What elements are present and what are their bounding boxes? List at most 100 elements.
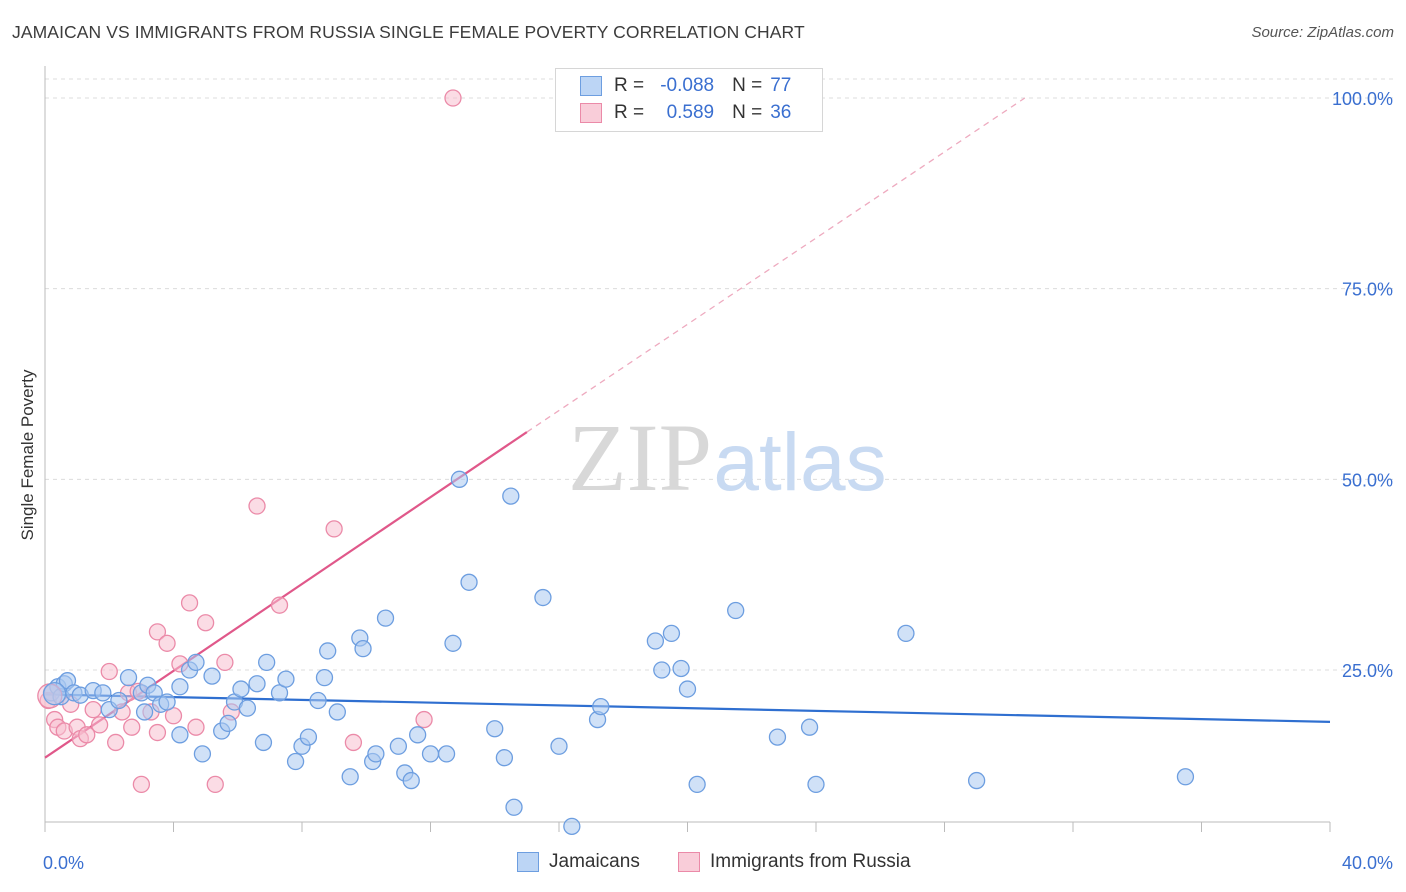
legend-swatch-pink bbox=[580, 103, 602, 123]
point-jamaicans bbox=[158, 693, 176, 711]
point-russia bbox=[444, 89, 462, 107]
point-jamaicans bbox=[688, 775, 706, 794]
data-points bbox=[37, 89, 1195, 835]
point-russia bbox=[196, 614, 215, 632]
point-jamaicans bbox=[232, 680, 250, 698]
point-russia bbox=[270, 596, 289, 614]
point-jamaicans bbox=[408, 726, 427, 744]
point-jamaicans bbox=[187, 653, 205, 672]
legend-r-value: 0.589 bbox=[666, 102, 715, 123]
x-tick-label-min: 0.0% bbox=[43, 853, 84, 873]
point-jamaicans bbox=[502, 487, 520, 505]
correlation-legend: R = -0.088 N = 77 R = 0.589 N = 36 bbox=[555, 68, 823, 132]
series-legend: Jamaicans Immigrants from Russia bbox=[0, 851, 1406, 877]
point-jamaicans bbox=[534, 588, 552, 607]
point-jamaicans bbox=[315, 668, 334, 687]
point-russia bbox=[148, 723, 167, 742]
point-jamaicans bbox=[450, 470, 469, 488]
point-jamaicans bbox=[328, 703, 346, 721]
point-jamaicans bbox=[727, 601, 745, 620]
point-russia bbox=[216, 653, 234, 672]
y-axis-label: Single Female Poverty bbox=[18, 369, 37, 541]
series-label-russia: Immigrants from Russia bbox=[710, 851, 911, 872]
point-jamaicans bbox=[807, 775, 825, 794]
point-jamaicans bbox=[505, 798, 523, 816]
point-jamaicans bbox=[219, 714, 237, 733]
point-jamaicans bbox=[437, 745, 456, 763]
watermark-atlas: atlas bbox=[713, 417, 886, 508]
point-jamaicans bbox=[286, 752, 305, 771]
point-russia bbox=[100, 662, 118, 681]
point-russia bbox=[132, 775, 151, 794]
point-jamaicans bbox=[341, 768, 359, 786]
point-jamaicans bbox=[495, 749, 514, 767]
y-tick-label: 100.0% bbox=[1332, 89, 1393, 109]
point-russia bbox=[107, 733, 125, 752]
gridlines bbox=[45, 78, 1395, 671]
point-jamaicans bbox=[563, 817, 581, 835]
point-jamaicans bbox=[678, 680, 697, 698]
point-jamaicans bbox=[897, 624, 915, 643]
point-jamaicans bbox=[354, 639, 372, 658]
legend-n-value: 36 bbox=[770, 102, 792, 123]
point-jamaicans bbox=[193, 745, 212, 763]
series-swatch-pink bbox=[678, 852, 700, 872]
point-russia bbox=[206, 775, 224, 794]
point-jamaicans bbox=[309, 691, 327, 710]
point-jamaicans bbox=[367, 745, 385, 763]
point-russia bbox=[148, 623, 167, 641]
point-jamaicans bbox=[277, 670, 295, 688]
point-jamaicans bbox=[203, 667, 221, 685]
point-jamaicans bbox=[258, 653, 276, 672]
point-jamaicans bbox=[768, 728, 787, 746]
point-jamaicans bbox=[94, 684, 112, 702]
point-russia bbox=[78, 726, 96, 744]
chart-title: JAMAICAN VS IMMIGRANTS FROM RUSSIA SINGL… bbox=[12, 22, 805, 42]
legend-n-value: 77 bbox=[770, 75, 792, 96]
point-jamaicans bbox=[486, 720, 504, 738]
point-jamaicans bbox=[646, 632, 665, 650]
point-jamaicans bbox=[376, 609, 395, 627]
point-russia bbox=[248, 497, 266, 515]
point-jamaicans bbox=[967, 771, 986, 790]
point-russia bbox=[84, 701, 102, 719]
x-tick-label-max: 40.0% bbox=[1342, 853, 1393, 873]
legend-n-label: N = bbox=[732, 75, 763, 96]
point-jamaicans bbox=[135, 703, 154, 721]
point-russia bbox=[187, 718, 205, 736]
point-jamaicans bbox=[171, 678, 189, 696]
point-jamaicans bbox=[402, 771, 420, 790]
series-legend-russia[interactable]: Immigrants from Russia bbox=[678, 851, 911, 873]
point-jamaicans bbox=[550, 737, 568, 755]
point-russia bbox=[123, 718, 141, 736]
point-russia bbox=[325, 520, 343, 538]
point-russia bbox=[90, 716, 109, 734]
watermark-zip: ZIP bbox=[568, 404, 712, 511]
point-jamaicans bbox=[653, 661, 671, 679]
point-jamaicans bbox=[238, 699, 257, 717]
point-russia bbox=[180, 594, 199, 612]
point-jamaicans bbox=[171, 726, 189, 744]
tick-labels: 25.0% 50.0% 75.0% 100.0% 0.0% 40.0% bbox=[43, 89, 1393, 873]
point-jamaicans bbox=[319, 642, 337, 660]
legend-r-label: R = bbox=[614, 75, 645, 96]
legend-row-jamaicans: R = -0.088 N = 77 bbox=[580, 73, 791, 99]
series-legend-jamaicans[interactable]: Jamaicans bbox=[517, 851, 640, 873]
point-jamaicans bbox=[592, 697, 610, 716]
point-jamaicans bbox=[119, 668, 138, 687]
point-jamaicans bbox=[254, 733, 273, 752]
point-jamaicans bbox=[1176, 768, 1195, 786]
point-jamaicans bbox=[110, 691, 128, 710]
source-label: Source: ZipAtlas.com bbox=[1251, 24, 1394, 41]
point-jamaicans bbox=[248, 675, 266, 693]
point-russia bbox=[344, 733, 363, 752]
point-jamaicans bbox=[299, 728, 318, 746]
point-jamaicans bbox=[389, 737, 408, 755]
point-jamaicans bbox=[672, 659, 690, 678]
legend-r-value: -0.088 bbox=[660, 75, 715, 96]
point-jamaicans bbox=[444, 634, 462, 652]
point-jamaicans bbox=[662, 624, 681, 643]
y-tick-label: 75.0% bbox=[1342, 280, 1393, 300]
point-jamaicans bbox=[800, 718, 819, 736]
legend-row-russia: R = 0.589 N = 36 bbox=[580, 100, 791, 126]
